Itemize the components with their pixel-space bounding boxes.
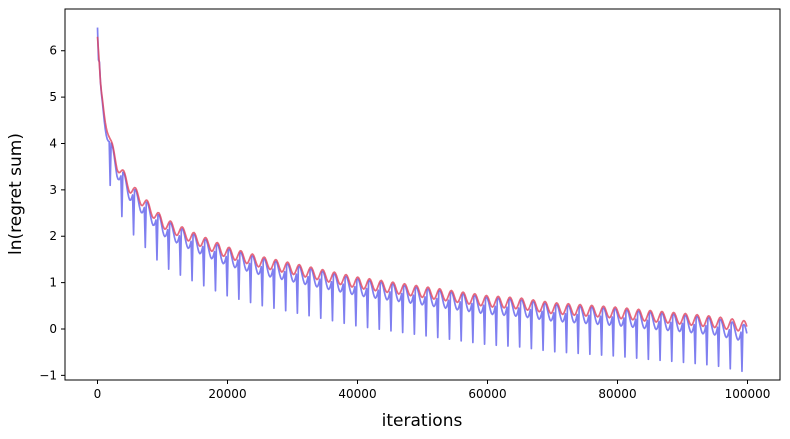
y-tick-label: −1	[39, 368, 57, 382]
x-axis-label: iterations	[382, 411, 463, 431]
x-axis: 0 20000 40000 60000 80000 100000	[94, 380, 771, 401]
x-tick-label: 0	[94, 387, 102, 401]
x-tick-label: 40000	[338, 387, 376, 401]
plot-frame	[64, 8, 781, 381]
x-tick-label: 60000	[468, 387, 506, 401]
series-layer	[96, 27, 748, 373]
y-tick-label: 5	[49, 90, 57, 104]
y-tick-label: 3	[49, 183, 57, 197]
y-tick-label: 6	[49, 44, 57, 58]
x-tick-label: 100000	[725, 387, 771, 401]
series-blue-line	[96, 27, 748, 373]
y-axis: −1 0 1 2 3 4 5 6	[39, 44, 65, 382]
y-tick-label: 1	[49, 276, 57, 290]
y-tick-label: 2	[49, 229, 57, 243]
y-axis-label: ln(regret sum)	[6, 133, 26, 255]
x-tick-label: 80000	[598, 387, 636, 401]
y-tick-label: 4	[49, 136, 57, 150]
series-red-line	[96, 36, 748, 332]
y-tick-label: 0	[49, 322, 57, 336]
x-tick-label: 20000	[208, 387, 246, 401]
